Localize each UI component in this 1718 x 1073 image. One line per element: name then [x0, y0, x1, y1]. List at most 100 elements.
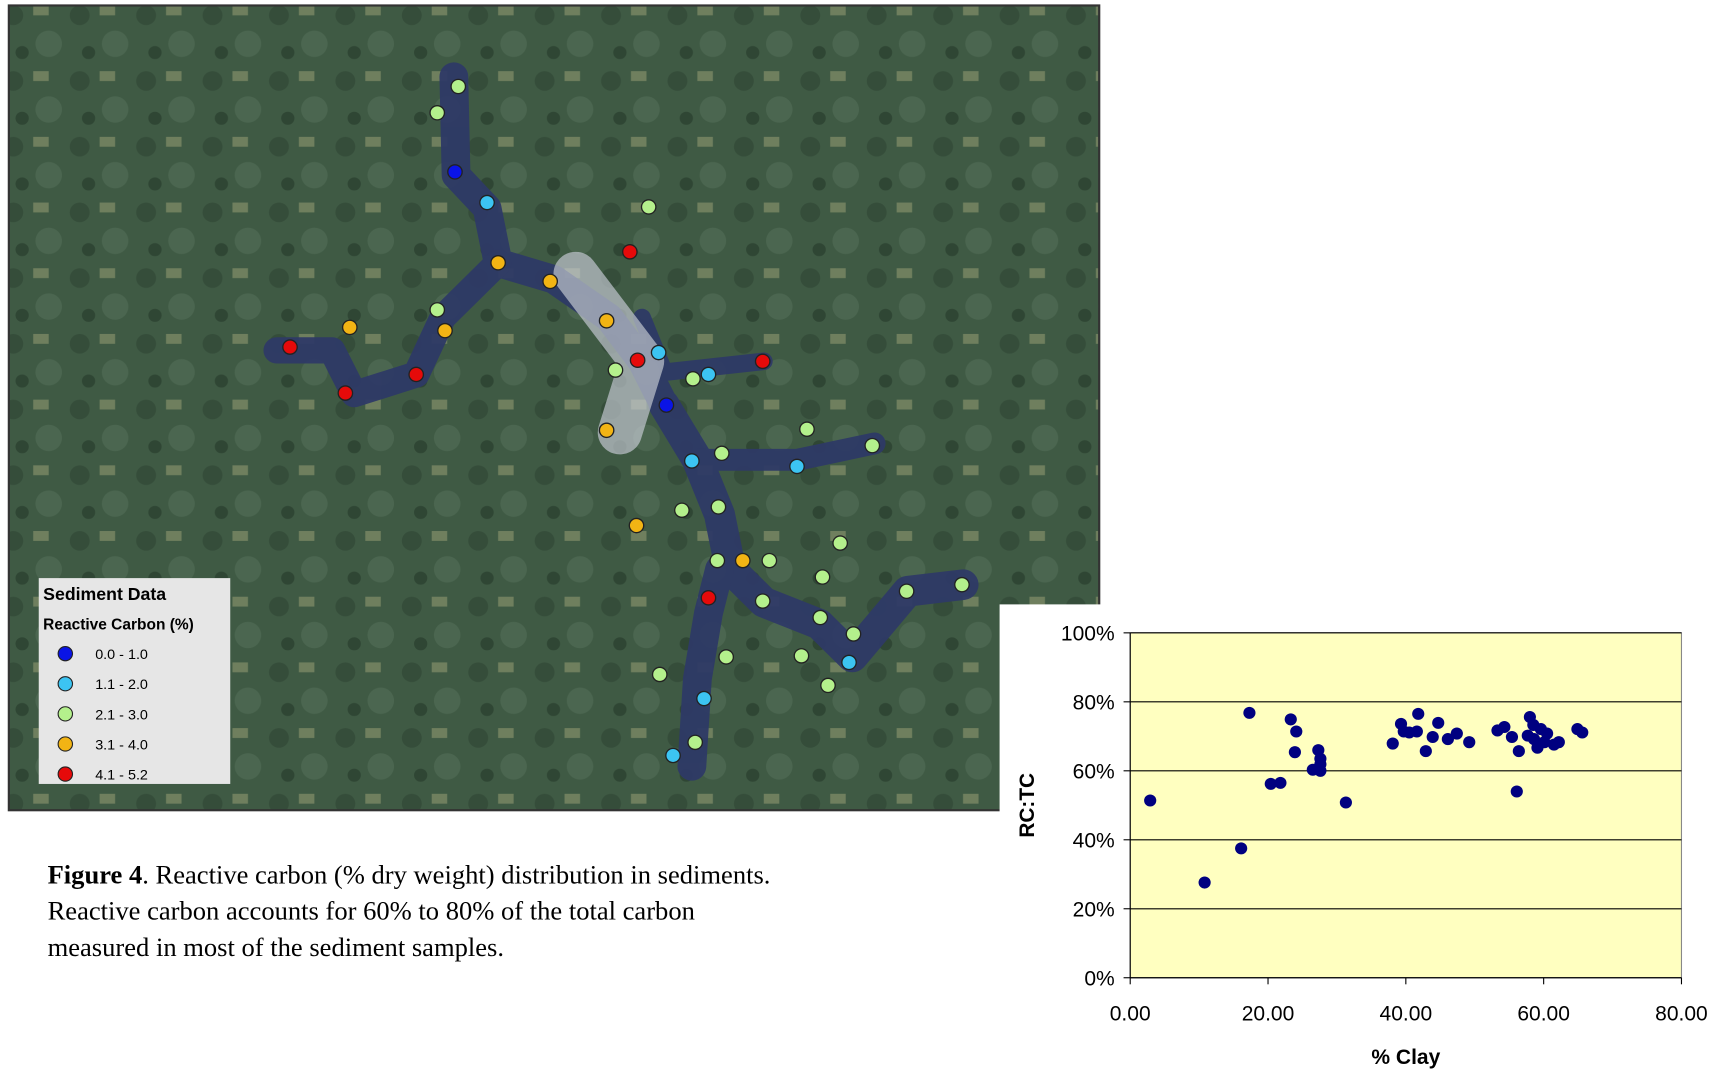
- legend-swatch: [58, 767, 72, 781]
- point: [1576, 727, 1588, 739]
- sample-point: [283, 340, 297, 354]
- y-axis-title: RC:TC: [1016, 773, 1039, 838]
- sample-point: [480, 195, 494, 209]
- sample-point: [685, 454, 699, 468]
- sample-point: [697, 691, 711, 705]
- point: [1498, 721, 1510, 733]
- point: [1463, 736, 1475, 748]
- caption-line: Reactive carbon accounts for 60% to 80% …: [48, 896, 695, 926]
- sample-point: [815, 570, 829, 584]
- sample-point: [630, 353, 644, 367]
- sample-point: [686, 372, 700, 386]
- sample-point: [430, 303, 444, 317]
- legend-label: 3.1 - 4.0: [95, 738, 148, 754]
- point: [1144, 794, 1156, 806]
- sample-point: [599, 314, 613, 328]
- sample-point: [701, 591, 715, 605]
- sample-point: [719, 650, 733, 664]
- sample-point: [711, 500, 725, 514]
- point: [1289, 746, 1301, 758]
- sample-point: [813, 610, 827, 624]
- sample-point: [599, 423, 613, 437]
- legend-swatch: [58, 677, 72, 691]
- sample-point: [659, 398, 673, 412]
- x-axis-title: % Clay: [1371, 1046, 1440, 1069]
- point: [1274, 777, 1286, 789]
- point: [1199, 877, 1211, 889]
- y-tick-label: 80%: [1073, 692, 1115, 715]
- legend-label: 4.1 - 5.2: [95, 768, 148, 784]
- sample-point: [790, 459, 804, 473]
- sample-point: [491, 256, 505, 270]
- legend-label: 2.1 - 3.0: [95, 707, 148, 723]
- legend-label: 1.1 - 2.0: [95, 677, 148, 693]
- sample-point: [629, 518, 643, 532]
- legend-swatch: [58, 707, 72, 721]
- sample-point: [794, 649, 808, 663]
- page: Sediment Data Reactive Carbon (%) 0.0 - …: [0, 0, 1718, 1073]
- sample-point: [651, 345, 665, 359]
- sample-point: [675, 503, 689, 517]
- sample-point: [842, 655, 856, 669]
- plot-area: [1130, 633, 1681, 978]
- sample-point: [755, 594, 769, 608]
- sample-point: [338, 386, 352, 400]
- caption-text: . Reactive carbon (% dry weight) distrib…: [142, 860, 770, 890]
- sample-point: [800, 422, 814, 436]
- sample-point: [641, 200, 655, 214]
- sample-point: [438, 324, 452, 338]
- x-tick-label: 0.00: [1110, 1003, 1151, 1026]
- sample-point: [715, 446, 729, 460]
- sample-point: [865, 439, 879, 453]
- point: [1427, 731, 1439, 743]
- x-tick-label: 80.00: [1655, 1003, 1708, 1026]
- sample-point: [409, 367, 423, 381]
- x-tick-label: 60.00: [1517, 1003, 1570, 1026]
- caption-label: Figure 4: [48, 860, 143, 890]
- sample-point: [430, 106, 444, 120]
- point: [1420, 745, 1432, 757]
- point: [1340, 797, 1352, 809]
- sample-point: [955, 578, 969, 592]
- sample-point: [448, 165, 462, 179]
- sample-point: [821, 678, 835, 692]
- point: [1285, 713, 1297, 725]
- y-tick-label: 20%: [1073, 899, 1115, 922]
- x-tick-label: 20.00: [1242, 1003, 1295, 1026]
- map: Sediment Data Reactive Carbon (%) 0.0 - …: [9, 5, 1099, 810]
- point: [1506, 731, 1518, 743]
- point: [1553, 736, 1565, 748]
- sample-point: [451, 79, 465, 93]
- sample-point: [899, 584, 913, 598]
- sample-point: [543, 274, 557, 288]
- sample-point: [710, 553, 724, 567]
- point: [1541, 728, 1553, 740]
- sample-point: [701, 367, 715, 381]
- point: [1432, 717, 1444, 729]
- legend-swatch: [58, 647, 72, 661]
- sample-point: [755, 354, 769, 368]
- sample-point: [736, 553, 750, 567]
- caption-line: Figure 4. Reactive carbon (% dry weight)…: [48, 860, 771, 890]
- sample-point: [623, 245, 637, 259]
- sample-point: [762, 553, 776, 567]
- y-tick-label: 100%: [1061, 623, 1115, 646]
- sample-point: [846, 627, 860, 641]
- sample-point: [343, 320, 357, 334]
- sample-point: [688, 735, 702, 749]
- point: [1387, 738, 1399, 750]
- point: [1513, 745, 1525, 757]
- point: [1411, 725, 1423, 737]
- point: [1235, 842, 1247, 854]
- y-tick-label: 0%: [1084, 968, 1114, 991]
- point: [1412, 708, 1424, 720]
- sample-point: [608, 363, 622, 377]
- sample-point: [833, 536, 847, 550]
- legend-swatch: [58, 737, 72, 751]
- point: [1451, 728, 1463, 740]
- legend-title: Sediment Data: [43, 584, 166, 604]
- caption-line: measured in most of the sediment samples…: [48, 932, 504, 962]
- legend-label: 0.0 - 1.0: [95, 647, 148, 663]
- legend-subtitle: Reactive Carbon (%): [43, 617, 194, 634]
- point: [1314, 765, 1326, 777]
